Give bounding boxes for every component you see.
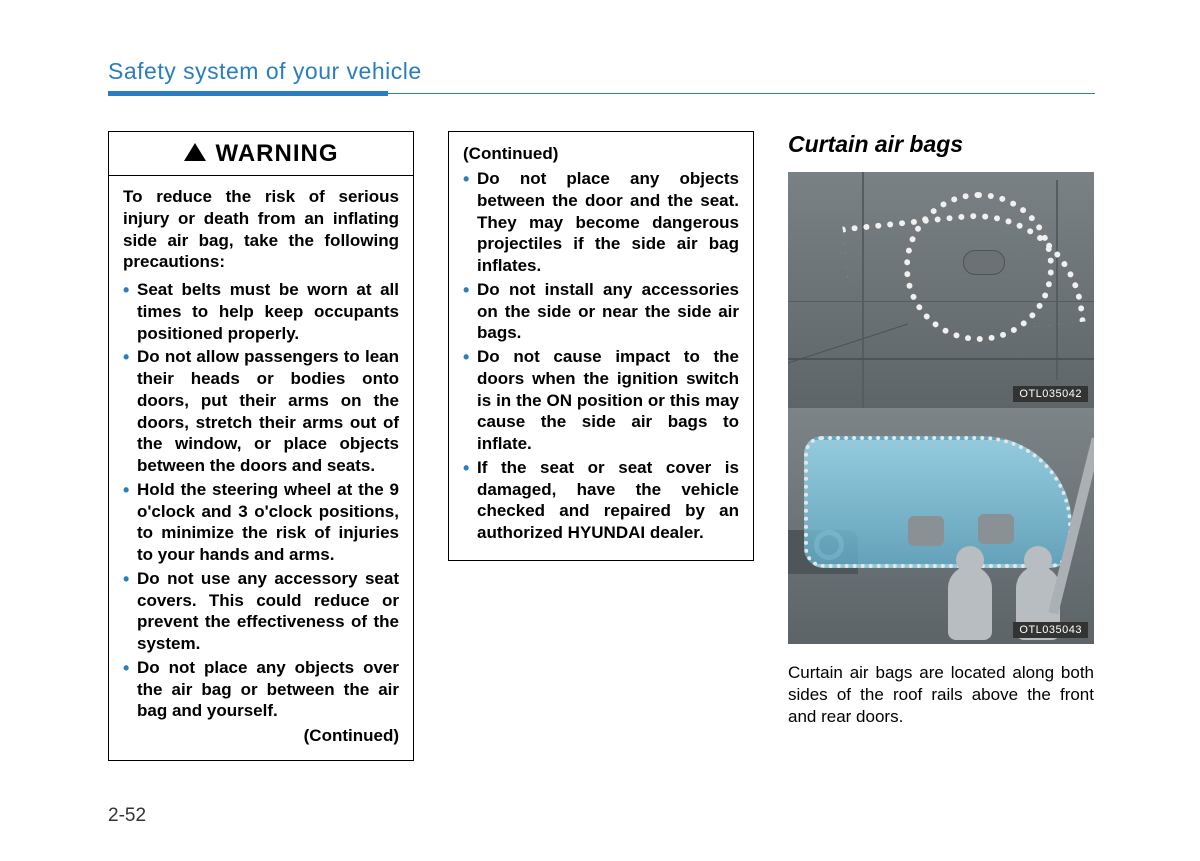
warning-triangle-icon bbox=[184, 143, 206, 161]
figure-2: OTL035043 bbox=[788, 408, 1094, 644]
occupant-icon bbox=[948, 566, 992, 640]
warning-bullet: Do not place any objects over the air ba… bbox=[123, 657, 399, 722]
warning-bullet: Hold the steering wheel at the 9 o'clock… bbox=[123, 479, 399, 566]
manual-page: Safety system of your vehicle WARNING To… bbox=[0, 0, 1200, 861]
header-rule bbox=[108, 91, 1095, 97]
continued-bullet-list: Do not place any objects between the doo… bbox=[463, 168, 739, 544]
continued-header: (Continued) bbox=[463, 144, 739, 164]
continued-bullet: If the seat or seat cover is damaged, ha… bbox=[463, 457, 739, 544]
continued-bullet: Do not cause impact to the doors when th… bbox=[463, 346, 739, 455]
continued-bullet: Do not place any objects between the doo… bbox=[463, 168, 739, 277]
warning-intro: To reduce the risk of serious injury or … bbox=[123, 186, 399, 273]
content-columns: WARNING To reduce the risk of serious in… bbox=[108, 131, 1095, 761]
column-1: WARNING To reduce the risk of serious in… bbox=[108, 131, 414, 761]
body-text: Curtain air bags are located along both … bbox=[788, 662, 1094, 727]
warning-header-text: WARNING bbox=[216, 140, 339, 168]
chapter-title: Safety system of your vehicle bbox=[108, 58, 1095, 85]
continued-bullet: Do not install any accessories on the si… bbox=[463, 279, 739, 344]
warning-bullet: Do not allow passengers to lean their he… bbox=[123, 346, 399, 477]
airbag-label-icon bbox=[963, 250, 1005, 275]
continued-box: (Continued) Do not place any objects bet… bbox=[448, 131, 754, 561]
page-number: 2-52 bbox=[108, 805, 146, 827]
figure-stack: OTL035042 OTL035043 bbox=[788, 172, 1094, 644]
warning-bullet: Seat belts must be worn at all times to … bbox=[123, 279, 399, 344]
continued-label-bottom: (Continued) bbox=[123, 726, 399, 746]
warning-header: WARNING bbox=[109, 132, 413, 176]
warning-box: WARNING To reduce the risk of serious in… bbox=[108, 131, 414, 761]
column-2: (Continued) Do not place any objects bet… bbox=[448, 131, 754, 761]
figure-code: OTL035043 bbox=[1013, 622, 1088, 638]
section-title: Curtain air bags bbox=[788, 131, 1094, 158]
column-3: Curtain air bags OTL035042 bbox=[788, 131, 1094, 761]
warning-bullet-list: Seat belts must be worn at all times to … bbox=[123, 279, 399, 722]
warning-bullet: Do not use any accessory seat covers. Th… bbox=[123, 568, 399, 655]
figure-code: OTL035042 bbox=[1013, 386, 1088, 402]
figure-1: OTL035042 bbox=[788, 172, 1094, 408]
